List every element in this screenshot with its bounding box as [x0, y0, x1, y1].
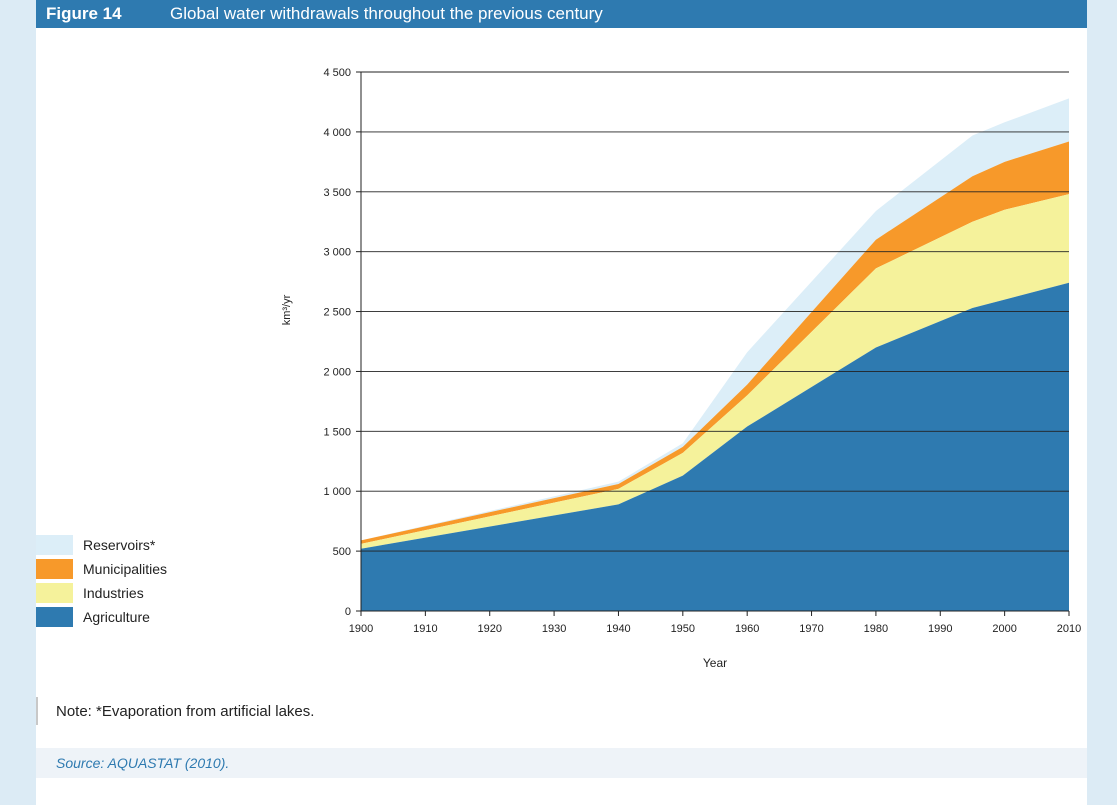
figure-panel: Figure 14 Global water withdrawals throu… [36, 0, 1087, 805]
y-tick-label: 0 [345, 606, 351, 618]
x-tick-label: 1930 [542, 623, 566, 635]
figure-note: Note: *Evaporation from artificial lakes… [56, 703, 315, 720]
area-industries [361, 194, 1069, 549]
legend-item: Industries [36, 581, 167, 605]
y-tick-label: 2 000 [323, 366, 351, 378]
x-tick-label: 1900 [349, 623, 373, 635]
x-tick-label: 2000 [992, 623, 1016, 635]
legend-item: Agriculture [36, 605, 167, 629]
x-tick-label: 1970 [799, 623, 823, 635]
figure-label: Figure 14 [46, 4, 122, 23]
y-tick-label: 500 [333, 546, 351, 558]
x-tick-label: 1990 [928, 623, 952, 635]
x-tick-label: 1980 [864, 623, 888, 635]
y-tick-label: 3 000 [323, 247, 351, 259]
legend-label: Agriculture [83, 609, 150, 625]
legend-item: Municipalities [36, 557, 167, 581]
area-reservoirs [361, 98, 1069, 541]
figure-source: Source: AQUASTAT (2010). [56, 755, 230, 771]
note-divider [36, 697, 38, 725]
figure-header: Figure 14 Global water withdrawals throu… [36, 0, 1087, 28]
x-tick-label: 1950 [671, 623, 695, 635]
x-tick-label: 2010 [1057, 623, 1081, 635]
legend-swatch [36, 535, 73, 555]
legend-label: Municipalities [83, 561, 168, 577]
area-agriculture [361, 282, 1069, 611]
x-tick-label: 1940 [606, 623, 630, 635]
x-tick-label: 1910 [413, 623, 437, 635]
area-chart: 0 500 1 000 1 500 2 000 2 500 3 000 3 500 4 000 4… [281, 67, 1081, 670]
legend-item: Reservoirs* [36, 533, 167, 557]
x-axis-label: Year [703, 656, 727, 670]
y-tick-label: 2 500 [323, 307, 351, 319]
x-tick-label: 1960 [735, 623, 759, 635]
figure-title: Global water withdrawals throughout the … [170, 4, 603, 23]
legend-swatch [36, 583, 73, 603]
area-municipalities [361, 141, 1069, 544]
legend-swatch [36, 559, 73, 579]
y-tick-label: 4 000 [323, 127, 351, 139]
legend-label: Reservoirs* [83, 537, 156, 553]
legend-label: Industries [83, 585, 144, 601]
y-axis-label: km³/yr [281, 294, 293, 325]
source-box: Source: AQUASTAT (2010). [36, 748, 1087, 778]
y-tick-label: 1 000 [323, 486, 351, 498]
y-tick-label: 4 500 [323, 67, 351, 79]
x-tick-label: 1920 [477, 623, 501, 635]
y-tick-label: 3 500 [323, 187, 351, 199]
y-tick-label: 1 500 [323, 426, 351, 438]
chart-legend: Reservoirs* Municipalities Industries Agric… [36, 533, 167, 629]
legend-swatch [36, 607, 73, 627]
